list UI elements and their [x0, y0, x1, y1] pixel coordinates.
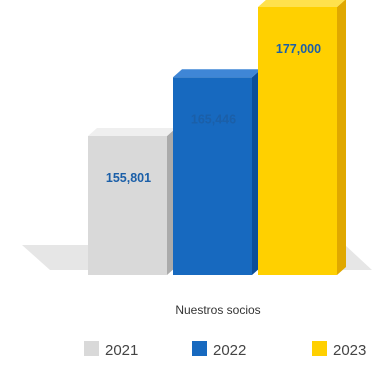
bar-2022: 165,446: [173, 69, 261, 275]
value-label-2023: 177,000: [276, 42, 321, 56]
legend-swatch-2022: [192, 341, 207, 356]
bars-layer: 155,801 165,446 177,000: [88, 0, 346, 275]
value-label-2021: 155,801: [106, 171, 151, 185]
legend-item-2021: 2021: [84, 341, 138, 359]
bar-front-2021: [88, 136, 167, 275]
bar-top-2022: [173, 69, 261, 78]
legend-item-2023: 2023: [312, 341, 366, 359]
legend-swatch-2021: [84, 341, 99, 356]
legend-label-2023: 2023: [333, 342, 366, 359]
value-label-2022: 165,446: [191, 112, 236, 126]
legend-label-2022: 2022: [213, 342, 246, 359]
legend: 2021 2022 2023: [84, 341, 366, 359]
bar-2021: 155,801: [88, 128, 176, 275]
bar-2023: 177,000: [258, 0, 346, 275]
bar-front-2023: [258, 7, 337, 275]
bar-top-2021: [88, 128, 176, 136]
bar-front-2022: [173, 77, 252, 275]
bar-side-2023: [337, 0, 346, 275]
legend-label-2021: 2021: [105, 342, 138, 359]
bar-top-2023: [258, 0, 345, 7]
legend-item-2022: 2022: [192, 341, 246, 359]
legend-swatch-2023: [312, 341, 327, 356]
chart-caption: Nuestros socios: [175, 303, 260, 317]
